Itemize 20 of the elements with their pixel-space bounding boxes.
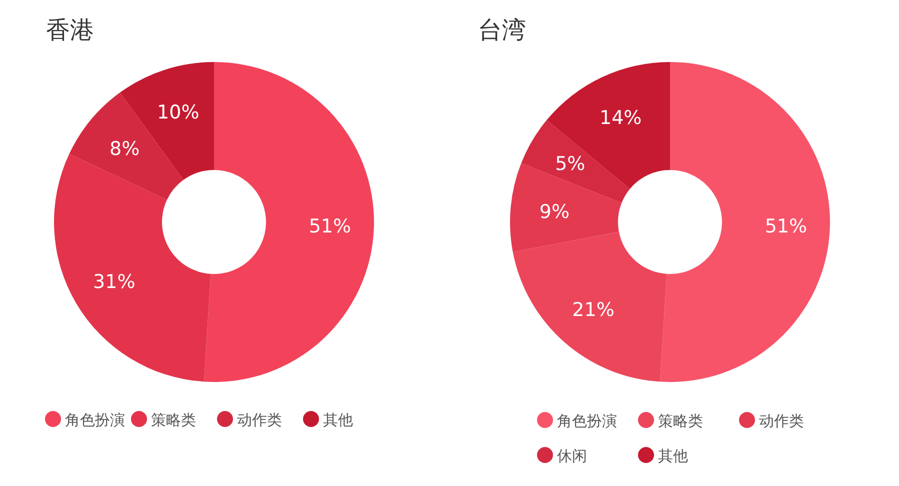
legend-label: 策略类 — [151, 411, 196, 429]
chart-title: 香港 — [46, 16, 94, 44]
data-label: 8% — [110, 138, 140, 160]
legend-label: 休闲 — [557, 447, 587, 465]
data-label: 51% — [764, 216, 808, 238]
legend-label: 动作类 — [759, 412, 804, 430]
legend-label: 策略类 — [658, 412, 703, 430]
data-label: 10% — [157, 102, 200, 124]
data-label: 5% — [555, 152, 586, 175]
chart-title: 台湾 — [478, 16, 526, 44]
legend-label: 角色扮演 — [65, 411, 125, 429]
data-label: 31% — [93, 271, 136, 294]
data-label: 14% — [599, 107, 642, 130]
legend-label: 其他 — [323, 411, 353, 429]
legend-label: 角色扮演 — [557, 412, 617, 430]
data-label: 9% — [539, 201, 570, 224]
legend-label: 动作类 — [237, 411, 282, 429]
data-label: 21% — [572, 299, 614, 322]
legend-label: 其他 — [658, 447, 688, 465]
data-label: 51% — [308, 216, 352, 238]
